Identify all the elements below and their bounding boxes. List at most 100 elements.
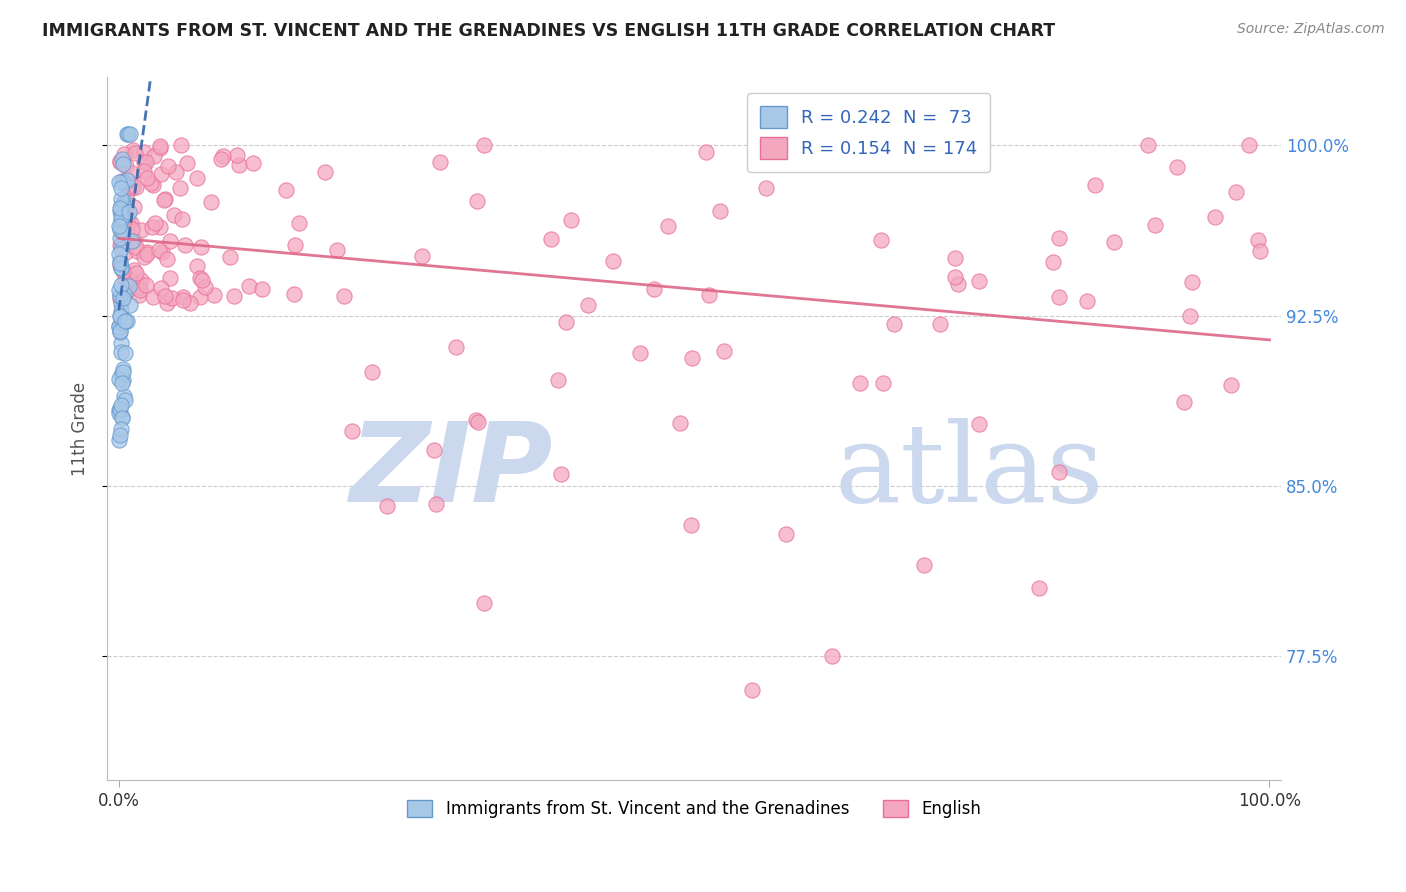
Point	[108, 255, 131, 269]
Point	[110, 368, 132, 382]
Point	[1220, 378, 1243, 392]
Text: IMMIGRANTS FROM ST. VINCENT AND THE GRENADINES VS ENGLISH 11TH GRADE CORRELATION: IMMIGRANTS FROM ST. VINCENT AND THE GREN…	[42, 22, 1056, 40]
Point	[108, 403, 131, 417]
Point	[153, 289, 176, 303]
Point	[159, 271, 181, 285]
Point	[172, 293, 194, 307]
Point	[284, 238, 307, 252]
Text: Source: ZipAtlas.com: Source: ZipAtlas.com	[1237, 22, 1385, 37]
Point	[314, 165, 336, 179]
Point	[134, 250, 156, 264]
Point	[121, 166, 143, 180]
Point	[110, 154, 132, 169]
Point	[124, 145, 146, 160]
Point	[117, 213, 139, 227]
Point	[111, 157, 134, 171]
Point	[713, 344, 735, 359]
Point	[467, 415, 489, 429]
Point	[108, 283, 131, 297]
Point	[219, 250, 242, 264]
Point	[110, 422, 132, 436]
Point	[111, 235, 134, 250]
Point	[190, 240, 212, 254]
Point	[250, 282, 273, 296]
Point	[1137, 138, 1160, 153]
Point	[142, 290, 165, 304]
Point	[375, 500, 398, 514]
Point	[114, 272, 136, 286]
Point	[111, 209, 134, 223]
Point	[202, 287, 225, 301]
Point	[110, 202, 132, 216]
Point	[134, 155, 156, 169]
Point	[188, 290, 211, 304]
Point	[1250, 244, 1272, 258]
Point	[128, 276, 150, 290]
Point	[111, 152, 134, 166]
Point	[112, 146, 135, 161]
Point	[176, 156, 198, 170]
Point	[472, 138, 495, 153]
Point	[108, 428, 131, 442]
Point	[110, 289, 132, 303]
Point	[862, 138, 884, 153]
Point	[602, 253, 624, 268]
Point	[576, 297, 599, 311]
Point	[628, 345, 651, 359]
Point	[111, 409, 134, 424]
Point	[912, 558, 935, 572]
Point	[155, 192, 177, 206]
Point	[141, 219, 163, 234]
Point	[159, 234, 181, 248]
Point	[110, 398, 132, 412]
Point	[108, 310, 131, 324]
Point	[150, 244, 173, 259]
Point	[111, 291, 134, 305]
Point	[446, 340, 468, 354]
Point	[547, 373, 569, 387]
Point	[560, 213, 582, 227]
Point	[110, 199, 132, 213]
Point	[143, 149, 166, 163]
Point	[110, 261, 132, 276]
Point	[110, 210, 132, 224]
Point	[112, 287, 135, 301]
Point	[657, 219, 679, 233]
Point	[112, 361, 135, 376]
Point	[128, 288, 150, 302]
Point	[110, 217, 132, 231]
Point	[136, 171, 159, 186]
Point	[699, 288, 721, 302]
Point	[115, 214, 138, 228]
Point	[108, 219, 131, 234]
Point	[111, 376, 134, 391]
Point	[115, 127, 138, 141]
Point	[135, 278, 157, 293]
Point	[668, 417, 690, 431]
Point	[125, 179, 148, 194]
Point	[1237, 138, 1260, 153]
Point	[120, 217, 142, 231]
Point	[108, 201, 131, 215]
Point	[340, 424, 363, 438]
Point	[114, 202, 136, 217]
Point	[170, 211, 193, 226]
Point	[967, 417, 990, 431]
Point	[153, 193, 176, 207]
Point	[108, 247, 131, 261]
Point	[110, 192, 132, 206]
Point	[238, 278, 260, 293]
Point	[242, 155, 264, 169]
Point	[122, 233, 145, 247]
Y-axis label: 11th Grade: 11th Grade	[72, 382, 89, 476]
Point	[142, 178, 165, 192]
Point	[117, 174, 139, 188]
Point	[110, 278, 132, 293]
Point	[465, 194, 488, 209]
Point	[114, 314, 136, 328]
Point	[128, 280, 150, 294]
Point	[129, 283, 152, 297]
Point	[1173, 394, 1195, 409]
Point	[110, 202, 132, 217]
Point	[211, 149, 233, 163]
